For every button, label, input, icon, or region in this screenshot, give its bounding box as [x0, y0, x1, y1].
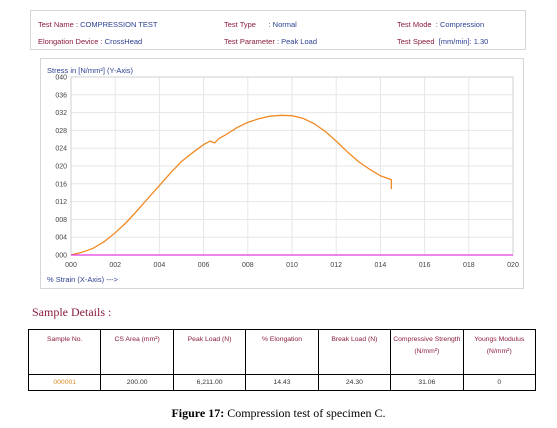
- elongation-device-field: Elongation Device : CrossHead: [38, 37, 142, 46]
- y-axis-title: Stress in [N/mm²] (Y-Axis): [47, 66, 133, 75]
- x-tick-label: 018: [463, 262, 475, 269]
- chart-grid: [70, 76, 514, 256]
- column-header: Break Load (N): [317, 329, 392, 375]
- test-speed-field: Test Speed [mm/min]: 1.30: [397, 37, 488, 46]
- x-tick-label: 020: [507, 262, 519, 269]
- sample-no-cell: 000001: [27, 374, 102, 391]
- figure-caption: Figure 17: Compression test of specimen …: [0, 406, 557, 421]
- y-tick-label: 000: [55, 253, 67, 260]
- y-tick-label: 028: [55, 128, 67, 135]
- test-name-value: COMPRESSION TEST: [80, 20, 158, 29]
- x-tick-label: 000: [65, 262, 77, 269]
- figure-caption-label: Figure 17:: [171, 406, 225, 420]
- table-header-row: Sample No. CS Area (mm²) Peak Load (N) %…: [27, 329, 537, 375]
- figure-caption-text: Compression test of specimen C.: [224, 406, 386, 420]
- stress-strain-line: [70, 114, 393, 256]
- elongation-device-label: Elongation Device :: [38, 37, 105, 46]
- test-speed-value: [mm/min]: 1.30: [438, 37, 489, 46]
- y-tick-label: 024: [55, 146, 67, 153]
- chart-svg: 000 002 004 006 008 010 012 014 016 018 020 000 004 0…: [47, 66, 519, 284]
- elongation-device-value: CrossHead: [104, 37, 143, 46]
- y-tick-label: 016: [55, 181, 67, 188]
- test-type-field: Test Type : Normal: [224, 20, 297, 29]
- test-name-label: Test Name :: [38, 20, 81, 29]
- column-header: Youngs Modulus (N/mm²): [462, 329, 537, 375]
- column-header: Peak Load (N): [172, 329, 247, 375]
- x-tick-label: 004: [154, 262, 166, 269]
- y-tick-label: 036: [55, 92, 67, 99]
- peak-load-cell: 6,211.00: [172, 374, 247, 391]
- column-header: CS Area (mm²): [100, 329, 174, 375]
- y-tick-label: 020: [55, 164, 67, 171]
- y-tick-label: 032: [55, 110, 67, 117]
- y-tick-label: 008: [55, 217, 67, 224]
- x-tick-label: 002: [109, 262, 121, 269]
- x-tick-label: 012: [330, 262, 342, 269]
- y-tick-label: 040: [55, 75, 67, 82]
- column-header: Compressive Strength (N/mm²): [390, 329, 464, 375]
- column-header: % Elongation: [245, 329, 319, 375]
- chart-series: [70, 114, 513, 256]
- test-name-field: Test Name : COMPRESSION TEST: [38, 20, 157, 29]
- test-parameter-label: Test Parameter: [224, 37, 275, 46]
- stress-strain-chart: 000 002 004 006 008 010 012 014 016 018 020 000 004 0…: [40, 58, 524, 289]
- chart-ticks: 000 002 004 006 008 010 012 014 016 018 020 000 004 0…: [55, 75, 519, 270]
- youngs-modulus-cell: 0: [462, 374, 537, 391]
- x-tick-label: 010: [286, 262, 298, 269]
- test-mode-field: Test Mode : Compression: [397, 20, 484, 29]
- cs-area-cell: 200.00: [100, 374, 174, 391]
- compressive-strength-cell: 31.06: [390, 374, 464, 391]
- x-tick-label: 014: [375, 262, 387, 269]
- column-header: Sample No.: [27, 329, 102, 375]
- elongation-cell: 14.43: [245, 374, 319, 391]
- sample-details-title: Sample Details :: [32, 305, 112, 319]
- x-tick-label: 016: [419, 262, 431, 269]
- y-tick-label: 004: [55, 235, 67, 242]
- y-tick-label: 012: [55, 199, 67, 206]
- test-type-label: Test Type: [224, 20, 256, 29]
- test-parameter-field: Test Parameter : Peak Load: [224, 37, 317, 46]
- x-tick-label: 006: [198, 262, 210, 269]
- test-mode-value: : Compression: [435, 20, 485, 29]
- test-mode-label: Test Mode: [397, 20, 432, 29]
- test-speed-label: Test Speed: [397, 37, 435, 46]
- test-type-value: : Normal: [268, 20, 297, 29]
- test-parameter-value: : Peak Load: [276, 37, 317, 46]
- test-info-panel: Test Name : COMPRESSION TEST Test Type :…: [30, 10, 526, 50]
- table-row: 000001 200.00 6,211.00 14.43 24.30 31.06…: [27, 374, 537, 391]
- sample-details-table: Sample No. CS Area (mm²) Peak Load (N) %…: [27, 329, 537, 391]
- x-tick-label: 008: [242, 262, 254, 269]
- break-load-cell: 24.30: [317, 374, 392, 391]
- x-axis-title: % Strain (X-Axis) --->: [47, 275, 119, 284]
